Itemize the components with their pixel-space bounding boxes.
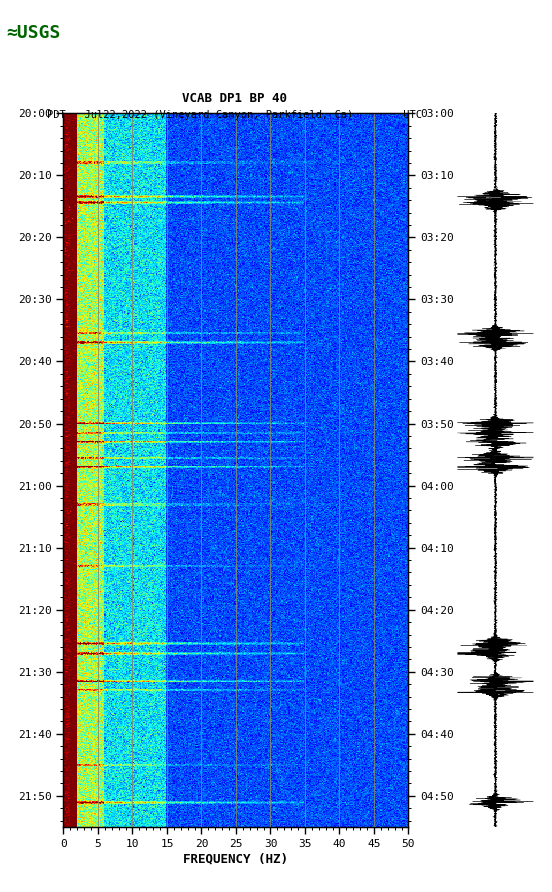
- Text: ≈USGS: ≈USGS: [7, 24, 61, 43]
- Text: PDT   Jul22,2022 (Vineyard Canyon, Parkfield, Ca)        UTC: PDT Jul22,2022 (Vineyard Canyon, Parkfie…: [47, 111, 422, 120]
- X-axis label: FREQUENCY (HZ): FREQUENCY (HZ): [183, 853, 289, 866]
- Text: VCAB DP1 BP 40: VCAB DP1 BP 40: [182, 92, 287, 105]
